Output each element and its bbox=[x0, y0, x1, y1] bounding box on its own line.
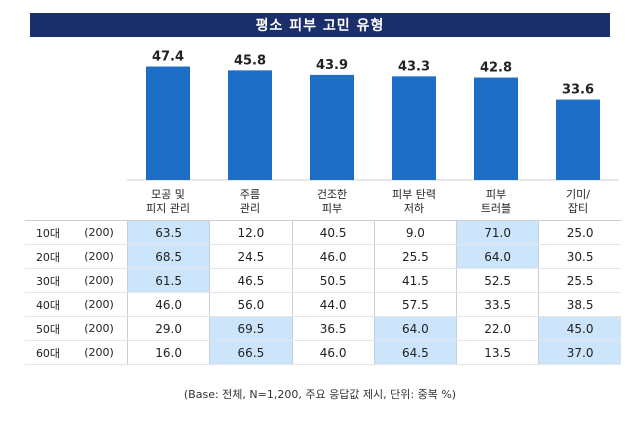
bar-value-label-5: 33.6 bbox=[562, 83, 594, 98]
category-label-5-line-1: 잡티 bbox=[568, 202, 588, 215]
table-cell: 29.0 bbox=[126, 316, 210, 341]
table-cell: 61.5 bbox=[126, 268, 210, 293]
table-cell: 13.5 bbox=[455, 340, 539, 365]
table-cell: 25.5 bbox=[538, 268, 621, 293]
table-cell: 46.5 bbox=[209, 268, 292, 293]
row-age-label: 60대 bbox=[25, 340, 71, 365]
row-age-label: 50대 bbox=[25, 316, 71, 341]
bar-0 bbox=[146, 66, 190, 180]
category-label-5-line-0: 기미/ bbox=[566, 188, 590, 201]
table-cell: 64.5 bbox=[373, 340, 457, 365]
table-row: 20대 (200) 68.5 24.5 46.0 25.5 64.0 30.5 bbox=[25, 244, 621, 269]
bar-4 bbox=[474, 77, 518, 180]
table-cell: 41.5 bbox=[373, 268, 457, 293]
bar-3 bbox=[392, 76, 436, 180]
table-cell: 71.0 bbox=[455, 220, 539, 245]
table-cell: 46.0 bbox=[291, 244, 375, 269]
category-label-1-line-0: 주름 bbox=[240, 188, 260, 201]
chart-title: 평소 피부 고민 유형 bbox=[30, 13, 610, 37]
category-label-3-line-0: 피부 탄력 bbox=[392, 188, 436, 201]
bar-value-label-4: 42.8 bbox=[480, 61, 512, 76]
category-label-2-line-1: 피부 bbox=[322, 202, 342, 215]
category-label-1-line-1: 관리 bbox=[240, 202, 260, 215]
table-cell: 46.0 bbox=[126, 292, 210, 317]
category-label-3-line-1: 저하 bbox=[404, 201, 424, 215]
row-age-label: 20대 bbox=[25, 244, 71, 269]
row-base-count: (200) bbox=[71, 340, 128, 365]
table-cell: 33.5 bbox=[455, 292, 539, 317]
table-cell: 30.5 bbox=[538, 244, 621, 269]
bar-value-label-2: 43.9 bbox=[316, 58, 348, 73]
table-cell: 25.0 bbox=[538, 220, 621, 245]
table-row: 50대 (200) 29.0 69.5 36.5 64.0 22.0 45.0 bbox=[25, 316, 621, 341]
table-cell: 57.5 bbox=[373, 292, 457, 317]
table-cell: 16.0 bbox=[126, 340, 210, 365]
table-row: 30대 (200) 61.5 46.5 50.5 41.5 52.5 25.5 bbox=[25, 268, 621, 293]
table-cell: 50.5 bbox=[291, 268, 375, 293]
table-row: 10대 (200) 63.5 12.0 40.5 9.0 71.0 25.0 bbox=[25, 220, 621, 245]
row-base-count: (200) bbox=[71, 220, 128, 245]
bar-value-label-1: 45.8 bbox=[234, 53, 266, 68]
row-base-count: (200) bbox=[71, 292, 128, 317]
table-cell: 24.5 bbox=[209, 244, 292, 269]
table-cell: 12.0 bbox=[209, 220, 292, 245]
category-label-0-line-0: 모공 및 bbox=[151, 188, 185, 201]
row-age-label: 30대 bbox=[25, 268, 71, 293]
bar-2 bbox=[310, 74, 354, 180]
category-label-2-line-0: 건조한 bbox=[317, 188, 347, 201]
row-base-count: (200) bbox=[71, 316, 128, 341]
table-cell: 44.0 bbox=[291, 292, 375, 317]
table-cell: 69.5 bbox=[209, 316, 292, 341]
row-age-label: 40대 bbox=[25, 292, 71, 317]
table-cell: 40.5 bbox=[291, 220, 375, 245]
table-row: 60대 (200) 16.0 66.5 46.0 64.5 13.5 37.0 bbox=[25, 340, 621, 365]
table-cell: 64.0 bbox=[455, 244, 539, 269]
table-cell: 46.0 bbox=[291, 340, 375, 365]
table-cell: 9.0 bbox=[373, 220, 457, 245]
table-cell: 64.0 bbox=[373, 316, 457, 341]
category-label-4-line-1: 트러블 bbox=[481, 202, 511, 215]
table-cell: 37.0 bbox=[538, 340, 621, 365]
table-cell: 63.5 bbox=[126, 220, 210, 245]
row-age-label: 10대 bbox=[25, 220, 71, 245]
table-cell: 68.5 bbox=[126, 244, 210, 269]
base-note: (Base: 전체, N=1,200, 주요 응답값 제시, 단위: 중복 %) bbox=[183, 388, 457, 401]
bar-value-label-3: 43.3 bbox=[398, 59, 430, 74]
category-label-0-line-1: 피지 관리 bbox=[146, 202, 190, 215]
table-cell: 22.0 bbox=[455, 316, 539, 341]
table-cell: 25.5 bbox=[373, 244, 457, 269]
table-cell: 66.5 bbox=[209, 340, 292, 365]
category-label-4-line-0: 피부 bbox=[486, 188, 506, 201]
table-row: 40대 (200) 46.0 56.0 44.0 57.5 33.5 38.5 bbox=[25, 292, 621, 317]
bar-1 bbox=[228, 70, 272, 180]
row-base-count: (200) bbox=[71, 244, 128, 269]
table-cell: 52.5 bbox=[455, 268, 539, 293]
bar-5 bbox=[556, 99, 600, 180]
table-cell: 45.0 bbox=[538, 316, 621, 341]
table-cell: 56.0 bbox=[209, 292, 292, 317]
age-breakdown-table: 10대 (200) 63.5 12.0 40.5 9.0 71.0 25.0 20대 (200) 6… bbox=[25, 220, 621, 365]
table-cell: 38.5 bbox=[538, 292, 621, 317]
bar-value-label-0: 47.4 bbox=[152, 50, 184, 65]
table-cell: 36.5 bbox=[291, 316, 375, 341]
row-base-count: (200) bbox=[71, 268, 128, 293]
